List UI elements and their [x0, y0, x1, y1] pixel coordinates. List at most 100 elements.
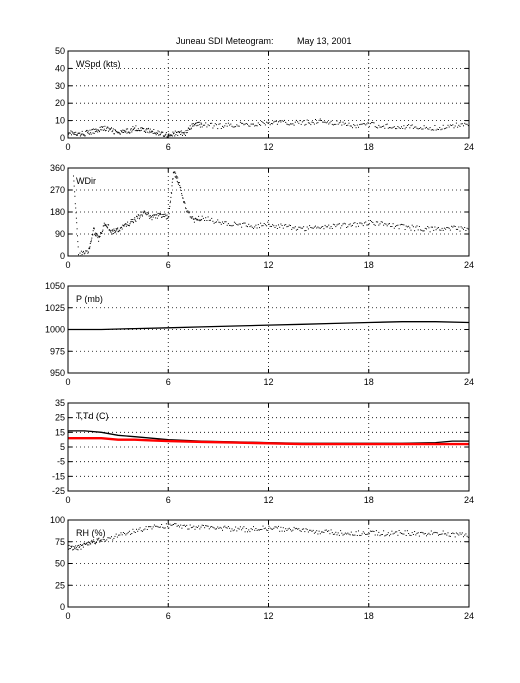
data-point — [137, 214, 139, 216]
data-point — [188, 528, 190, 530]
panel-2: 0 6 12 18 24 0 90 180 270 360 WDir — [50, 163, 474, 270]
data-point — [372, 222, 374, 223]
data-point — [422, 532, 424, 534]
data-point — [237, 224, 239, 226]
data-point — [248, 529, 250, 531]
data-point — [259, 124, 260, 125]
data-point — [334, 123, 336, 125]
data-point — [95, 542, 97, 544]
data-point — [464, 122, 466, 124]
data-point — [282, 527, 284, 529]
data-point — [147, 128, 149, 130]
data-point — [97, 235, 99, 237]
data-point — [227, 122, 229, 124]
data-point — [284, 224, 285, 226]
data-point — [121, 228, 123, 230]
data-point — [131, 131, 133, 133]
data-point — [253, 123, 254, 125]
data-point — [121, 131, 123, 133]
data-point — [249, 226, 251, 228]
data-point — [244, 123, 246, 125]
series-line-1 — [68, 321, 470, 331]
data-point — [352, 224, 353, 226]
data-point — [348, 533, 350, 535]
panel-3: 0 6 12 18 24 950 975 1000 1025 1050 P (mb) — [45, 281, 474, 387]
data-point — [436, 227, 438, 229]
data-point — [196, 122, 198, 124]
data-point — [118, 230, 120, 232]
data-point — [162, 214, 164, 215]
data-point — [90, 543, 92, 545]
data-point — [157, 526, 159, 528]
data-point — [427, 226, 429, 227]
data-point — [276, 228, 278, 229]
data-point — [325, 529, 327, 531]
data-point — [74, 132, 75, 134]
data-point — [75, 547, 77, 549]
data-point — [210, 122, 211, 124]
data-point — [412, 226, 414, 228]
data-point — [426, 228, 427, 230]
data-point — [390, 533, 392, 535]
data-point — [106, 539, 108, 541]
data-point — [152, 526, 154, 528]
data-point — [172, 131, 174, 133]
data-point — [174, 176, 176, 178]
data-point — [101, 129, 103, 131]
data-point — [76, 222, 78, 224]
data-point — [84, 542, 86, 544]
data-point — [391, 127, 393, 129]
data-point — [137, 530, 139, 532]
data-point — [104, 125, 106, 127]
data-point — [176, 131, 178, 133]
data-point — [106, 126, 108, 128]
data-point — [117, 132, 119, 134]
data-point — [177, 182, 179, 184]
data-point — [374, 224, 376, 226]
data-point — [307, 122, 309, 124]
x-tick-label: 18 — [364, 142, 374, 152]
data-point — [111, 131, 113, 133]
data-point — [193, 219, 195, 220]
data-point — [124, 224, 126, 226]
data-point — [288, 527, 290, 529]
data-point — [162, 526, 164, 528]
data-point — [324, 224, 326, 226]
data-point — [132, 126, 134, 128]
data-point — [377, 221, 379, 223]
data-point — [159, 214, 161, 216]
data-point — [173, 132, 175, 134]
data-point — [239, 223, 241, 225]
data-point — [173, 524, 174, 525]
data-point — [88, 248, 90, 250]
data-point — [89, 243, 91, 244]
data-point — [180, 187, 182, 189]
data-point — [180, 134, 182, 135]
data-point — [202, 217, 204, 219]
data-point — [187, 528, 189, 530]
data-point — [104, 223, 106, 225]
data-point — [281, 120, 283, 122]
data-point — [175, 177, 177, 179]
data-point — [88, 544, 90, 546]
data-point — [284, 119, 285, 121]
data-point — [273, 121, 275, 123]
data-point — [350, 125, 352, 127]
data-point — [404, 128, 406, 130]
data-point — [161, 216, 163, 218]
data-point — [457, 126, 459, 128]
data-point — [435, 229, 437, 231]
data-point — [418, 128, 420, 129]
data-point — [90, 132, 92, 134]
data-point — [373, 122, 375, 124]
data-point — [78, 547, 80, 548]
data-point — [316, 122, 318, 124]
data-point — [73, 180, 75, 182]
data-point — [423, 230, 425, 232]
data-point — [121, 534, 123, 536]
data-point — [311, 227, 313, 229]
data-point — [158, 526, 160, 528]
data-point — [122, 224, 124, 226]
data-point — [319, 533, 321, 535]
x-tick-label: 24 — [464, 260, 474, 270]
